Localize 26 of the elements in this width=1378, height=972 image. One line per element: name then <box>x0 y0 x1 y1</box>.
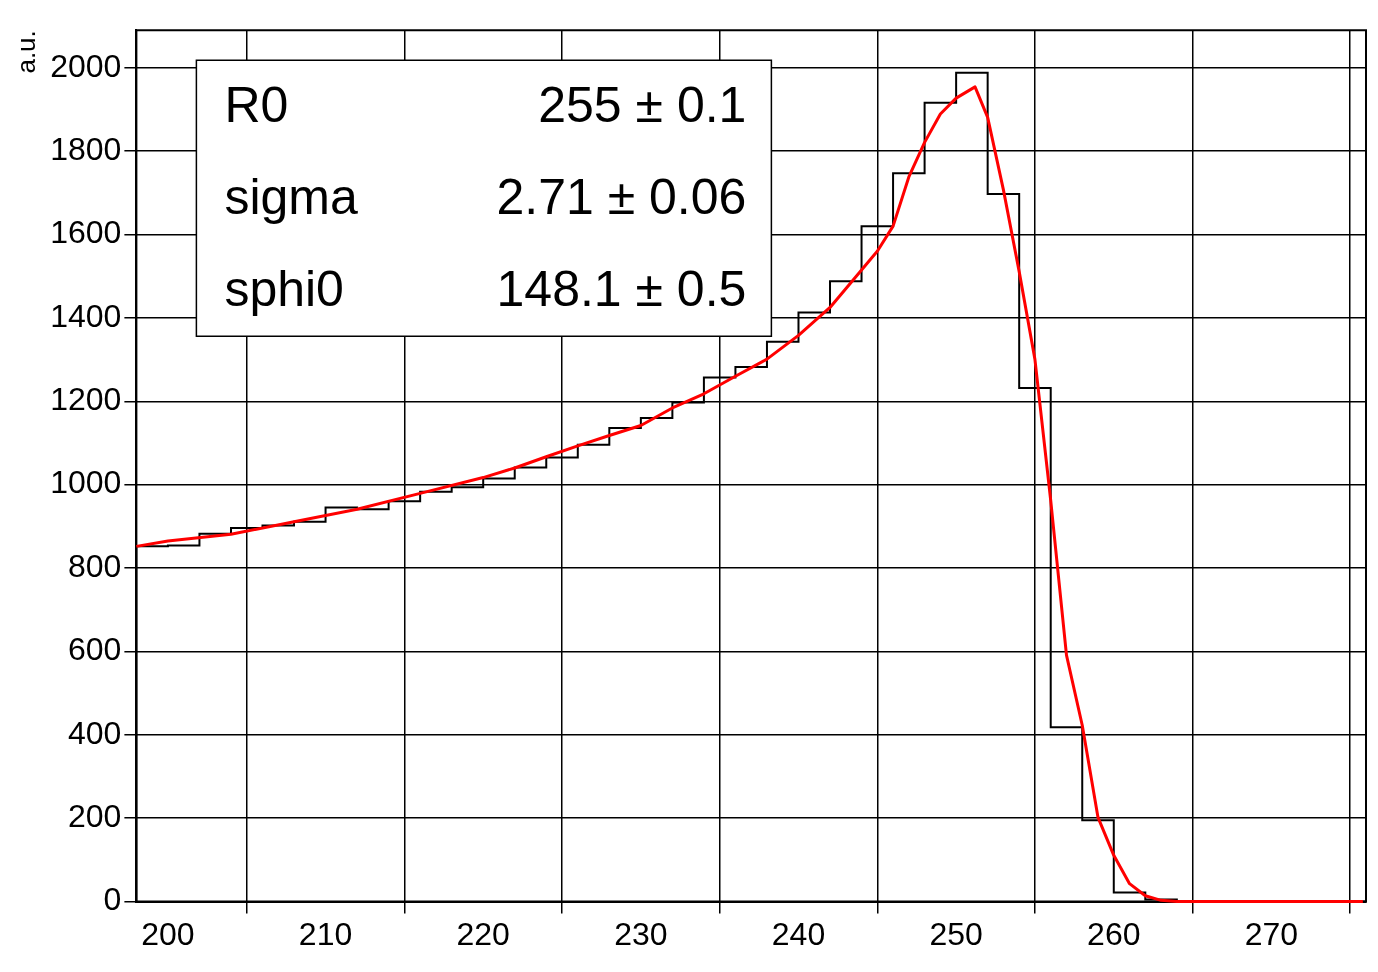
y-tick-label: 200 <box>68 798 122 835</box>
x-tick-label: 270 <box>1244 915 1299 952</box>
y-tick-label: 2000 <box>50 47 122 84</box>
x-tick-label: 230 <box>614 915 668 952</box>
x-tick-label: 260 <box>1087 915 1141 952</box>
x-tick-label: 210 <box>298 915 353 952</box>
annotation: 148.1 ± 0.5 <box>496 260 747 317</box>
annotation: 2.71 ± 0.06 <box>496 168 747 225</box>
annotation: 255 ± 0.1 <box>538 76 747 133</box>
annotation: sphi0 <box>224 260 344 317</box>
y-tick-label: 1000 <box>50 464 122 501</box>
x-tick-label: 220 <box>456 915 510 952</box>
y-tick-label: 1600 <box>50 214 122 251</box>
y-tick-label: 400 <box>68 714 122 751</box>
y-tick-label: 1400 <box>50 297 122 334</box>
annotation: R0 <box>224 76 289 133</box>
y-tick-label: 1800 <box>50 130 122 167</box>
annotation: sigma <box>224 168 358 225</box>
y-axis-title: a.u. <box>10 30 41 74</box>
y-tick-label: 1200 <box>50 381 122 418</box>
y-tick-label: 800 <box>68 547 122 584</box>
y-tick-label: 600 <box>68 631 122 668</box>
y-tick-label: 0 <box>103 881 122 918</box>
x-tick-label: 250 <box>929 915 983 952</box>
x-tick-label: 200 <box>141 915 195 952</box>
x-tick-label: 240 <box>771 915 826 952</box>
